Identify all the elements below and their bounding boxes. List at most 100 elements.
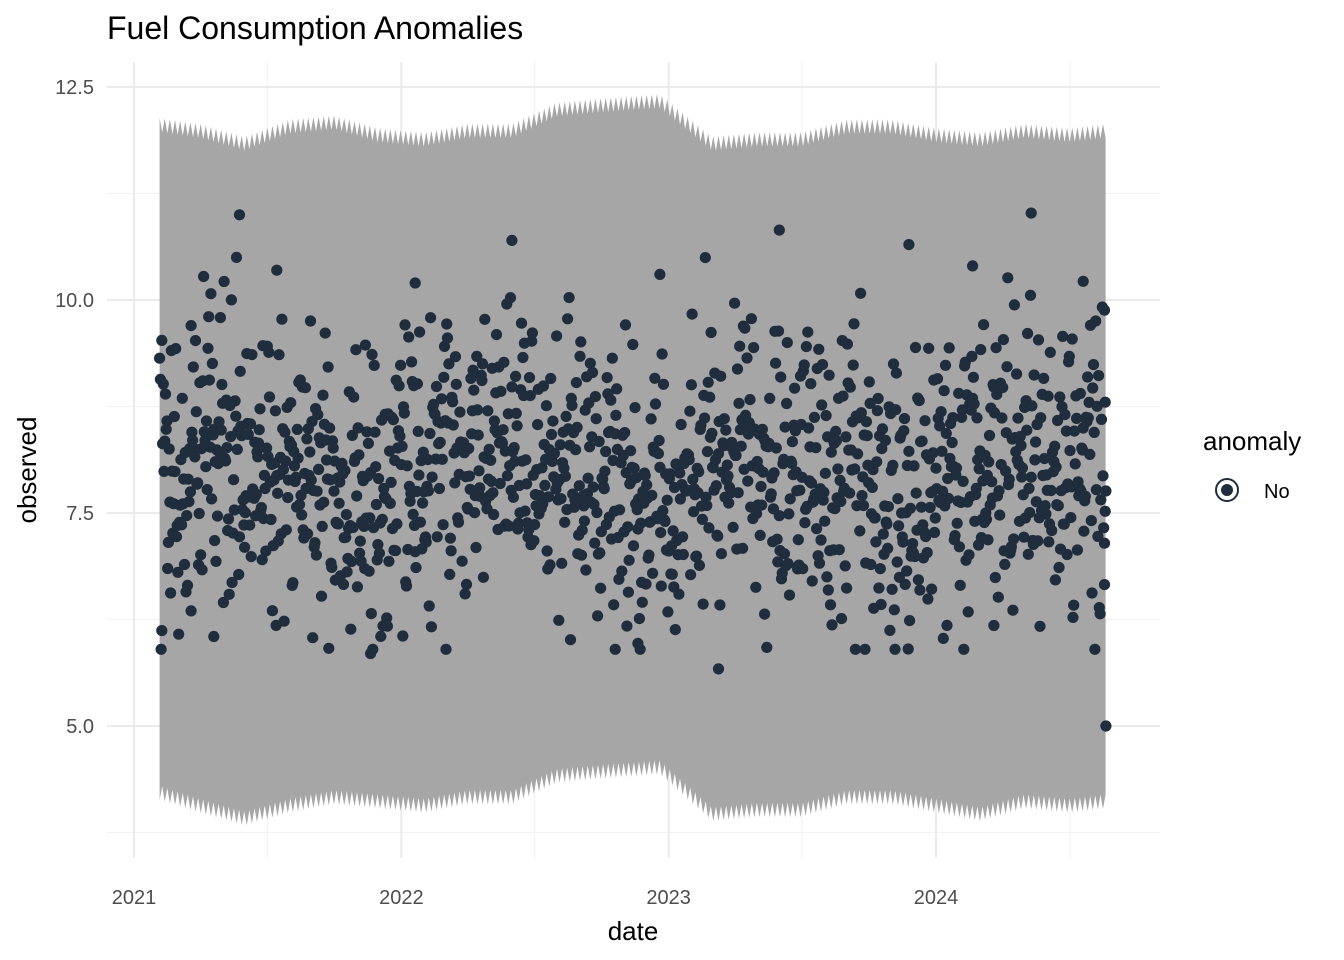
data-point [942, 492, 955, 505]
data-point [890, 367, 903, 379]
data-point [849, 643, 862, 655]
data-point [304, 315, 317, 327]
data-point [337, 578, 350, 591]
data-point [935, 406, 947, 418]
data-point [1089, 643, 1101, 655]
data-point [730, 449, 742, 462]
data-point [822, 584, 834, 596]
data-point [732, 487, 744, 499]
data-point [701, 446, 714, 458]
data-point [278, 615, 290, 627]
data-point [463, 442, 475, 455]
data-point [954, 579, 966, 591]
data-point [1087, 359, 1100, 371]
data-point [611, 383, 623, 395]
data-point [539, 479, 551, 491]
data-point [233, 209, 246, 221]
data-point [340, 531, 352, 544]
data-point [203, 374, 215, 386]
data-point [614, 504, 626, 516]
data-point [591, 506, 603, 519]
legend-key-ring [1215, 478, 1239, 502]
data-point [586, 366, 599, 379]
data-point [667, 525, 679, 537]
data-point [1023, 482, 1035, 494]
data-point [547, 415, 559, 427]
data-point [228, 504, 240, 516]
data-point [252, 437, 265, 449]
data-point [370, 498, 382, 511]
data-point [920, 531, 932, 543]
data-point [576, 524, 588, 536]
data-point [958, 643, 970, 655]
data-point [848, 318, 860, 330]
data-point [555, 493, 567, 505]
data-point [904, 502, 917, 514]
data-point [277, 464, 289, 476]
data-point [353, 449, 365, 461]
data-point [882, 542, 894, 555]
data-point [629, 402, 641, 414]
data-point [1030, 496, 1042, 508]
data-point [269, 405, 281, 417]
data-point [1098, 537, 1111, 549]
data-point [1003, 473, 1015, 485]
data-point [938, 385, 950, 397]
data-point [290, 471, 302, 483]
data-point [469, 507, 481, 519]
data-point [1100, 485, 1112, 497]
data-point [173, 628, 185, 640]
data-point [600, 445, 612, 458]
data-point [1026, 400, 1038, 412]
data-point [886, 583, 898, 595]
data-point [1100, 720, 1112, 732]
data-point [412, 425, 424, 437]
data-point [832, 463, 844, 475]
data-point [1022, 327, 1034, 340]
data-point [468, 384, 480, 396]
data-point [794, 484, 806, 496]
data-point [887, 358, 900, 370]
data-point [397, 630, 409, 642]
data-point [544, 559, 556, 571]
data-point [296, 509, 308, 521]
data-point [784, 493, 796, 505]
data-point [953, 541, 966, 553]
data-point [781, 397, 793, 410]
data-point [510, 407, 522, 419]
data-point [715, 548, 728, 560]
data-point [426, 471, 438, 483]
data-point [664, 468, 676, 480]
data-point [434, 436, 446, 448]
data-point [594, 547, 606, 559]
data-point [744, 394, 756, 406]
data-point [590, 413, 602, 425]
data-point [926, 583, 938, 595]
data-point [1064, 445, 1076, 457]
data-point [437, 519, 449, 531]
data-point [302, 528, 314, 540]
data-point [556, 557, 568, 569]
data-point [844, 487, 856, 499]
data-point [393, 380, 405, 392]
data-point [198, 270, 210, 283]
data-point [902, 643, 914, 655]
data-point [755, 480, 767, 493]
data-point [242, 428, 254, 440]
data-point [1039, 500, 1051, 512]
data-point [512, 517, 525, 529]
data-point [1040, 508, 1052, 520]
data-point [208, 630, 220, 643]
data-point [351, 490, 363, 502]
data-point [699, 252, 711, 264]
data-point [759, 608, 771, 620]
data-point [1044, 346, 1056, 358]
data-point [345, 623, 357, 635]
data-point [963, 549, 975, 561]
data-point [966, 350, 978, 362]
data-point [940, 427, 952, 439]
data-point [401, 460, 413, 472]
data-point [779, 421, 791, 433]
data-point [399, 319, 411, 331]
